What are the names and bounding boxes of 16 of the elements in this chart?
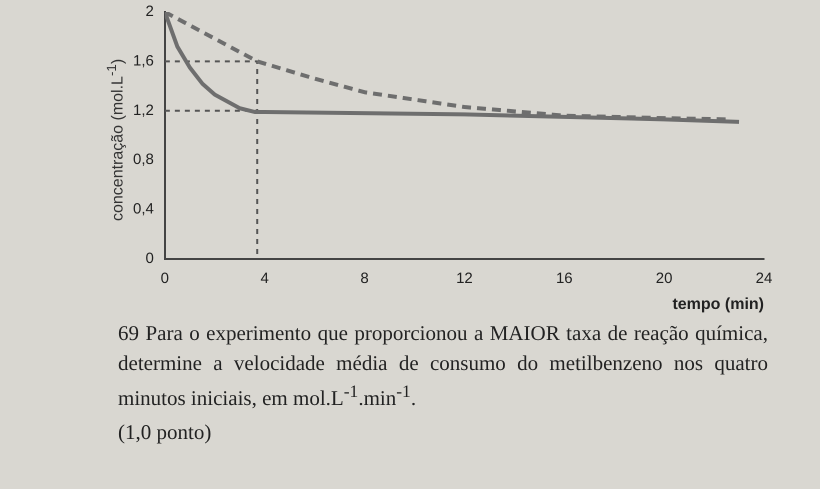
x-tick-label: 8 xyxy=(360,270,369,287)
x-tick-label: 0 xyxy=(160,270,170,287)
text: (1,0 ponto) xyxy=(118,419,212,446)
y-tick-label: 1,2 xyxy=(132,102,154,119)
text: 69 Para o experimento que proporcionou a MAIOR taxa de reação química, determine a velocidade média de consumo do metilbenzeno nos quatro minutos iniciais, em mol.L$^{-1}$.min$^{-1}$. xyxy=(118,320,768,412)
x-tick-label: 12 xyxy=(456,270,473,287)
y-tick-label: 1,6 xyxy=(132,52,154,70)
y-tick-label: 0,8 xyxy=(132,151,154,168)
y-tick-label: 0,4 xyxy=(132,200,154,218)
y-tick-label: 0 xyxy=(146,250,154,267)
x-tick-label: 4 xyxy=(260,270,269,287)
x-tick-label: 20 xyxy=(656,270,672,287)
x-tick-label: 24 xyxy=(756,270,772,287)
y-tick-label: 2 xyxy=(146,3,154,20)
x-axis-title: tempo (min) xyxy=(672,296,764,313)
x-tick-label: 16 xyxy=(556,270,573,287)
